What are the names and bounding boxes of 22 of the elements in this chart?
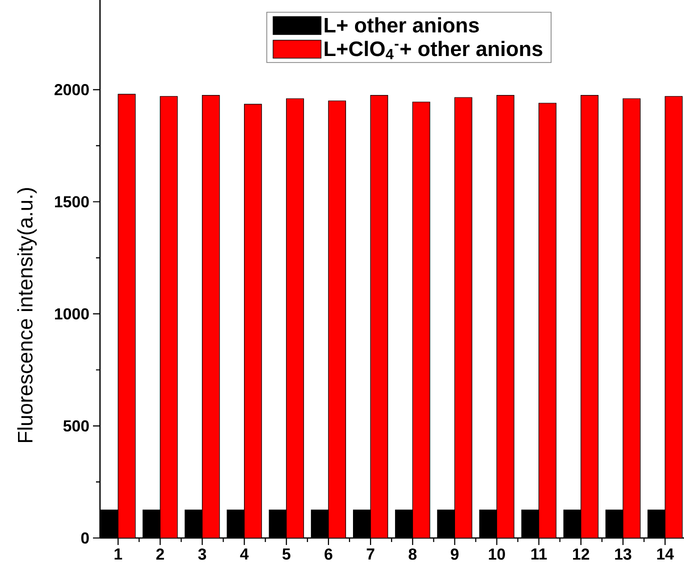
- legend-label: L+ClO$_{4}$$^{-}$+ other anions: [324, 40, 542, 60]
- x-tick-label: 14: [657, 548, 674, 560]
- y-tick-label: 1500: [55, 196, 89, 208]
- x-tick-label: 12: [573, 548, 590, 560]
- y-axis-title: Fluorescence intensity(a.u.): [17, 188, 37, 442]
- legend-label: L+ other anions: [324, 17, 479, 33]
- y-tick-label: 2000: [54, 84, 89, 96]
- x-tick-label: 13: [615, 548, 632, 560]
- x-tick-label: 2: [156, 548, 164, 560]
- x-tick-label: 8: [408, 548, 417, 560]
- x-tick-label: 6: [324, 548, 332, 560]
- x-tick-label: 3: [198, 548, 206, 560]
- y-tick-label: 500: [63, 420, 89, 432]
- x-tick-label: 1: [114, 548, 122, 560]
- x-tick-label: 4: [240, 548, 249, 560]
- x-tick-label: 5: [282, 548, 290, 560]
- x-tick-label: 11: [531, 548, 547, 560]
- y-tick-label: 0: [81, 532, 89, 544]
- x-tick-label: 10: [488, 548, 505, 560]
- x-tick-label: 7: [366, 548, 374, 560]
- y-tick-label: 1000: [55, 308, 89, 320]
- x-tick-label: 9: [450, 548, 459, 560]
